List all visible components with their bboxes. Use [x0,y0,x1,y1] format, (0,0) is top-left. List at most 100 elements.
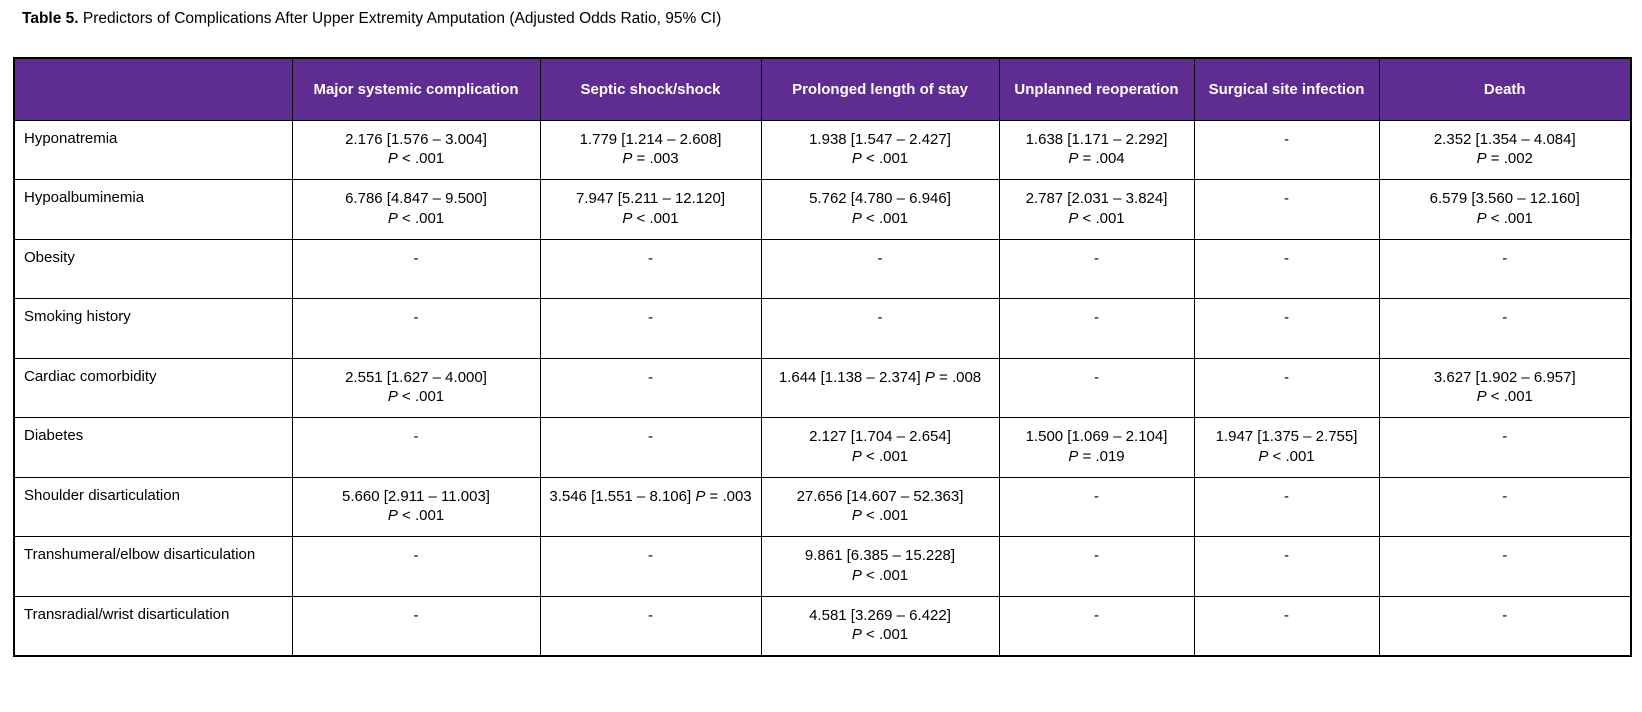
odds-ratio-value: - [1284,368,1289,386]
odds-ratio-cell: 2.352 [1.354 – 4.084] P = .002 [1378,119,1632,180]
odds-ratio-value: 1.500 [1.069 – 2.104] [1025,428,1168,445]
odds-ratio-value: - [1502,309,1508,326]
odds-ratio-value: - [1284,190,1289,207]
odds-ratio-value: 27.656 [14.607 – 52.363] [796,487,964,505]
p-value: P = .003 [695,487,752,505]
p-value: P < .001 [851,507,909,524]
odds-ratio-cell: 3.546 [1.551 – 8.106] P = .003 [539,476,762,537]
odds-ratio-cell: 2.176 [1.576 – 3.004] P < .001 [291,119,541,180]
p-value: P = .008 [924,368,982,386]
empty-cell: - [1378,417,1632,478]
table-caption: Table 5. Predictors of Complications Aft… [22,9,721,29]
odds-ratio-cell: 2.787 [2.031 – 3.824] P < .001 [998,179,1195,240]
odds-ratio-value: - [1284,547,1289,564]
odds-ratio-value: 1.779 [1.214 – 2.608] [579,130,722,148]
empty-cell: - [998,476,1195,537]
p-value: P < .001 [387,507,445,524]
odds-ratio-value: 4.581 [3.269 – 6.422] [809,606,951,624]
empty-cell: - [1193,179,1380,240]
column-header-surgical-site-infection: Surgical site infection [1193,57,1380,121]
p-value: P < .001 [387,388,445,405]
odds-ratio-value: - [1094,309,1099,326]
empty-cell: - [998,536,1195,597]
odds-ratio-value: - [413,249,419,267]
odds-ratio-value: - [1284,487,1289,505]
odds-ratio-value: 1.938 [1.547 – 2.427] [809,130,951,148]
odds-ratio-value: 1.638 [1.171 – 2.292] [1025,130,1168,148]
odds-ratio-value: - [413,309,419,326]
p-value: P < .001 [851,566,909,584]
odds-ratio-cell: 2.127 [1.704 – 2.654] P < .001 [760,417,1000,478]
column-header-septic-shock: Septic shock/shock [539,57,762,121]
empty-cell: - [539,536,762,597]
odds-ratio-cell: 2.551 [1.627 – 4.000] P < .001 [291,357,541,418]
p-value: P < .001 [851,626,909,643]
odds-ratio-cell: 27.656 [14.607 – 52.363] P < .001 [760,476,1000,537]
odds-ratio-value: - [1094,487,1099,505]
row-label: Obesity [13,238,293,299]
odds-ratio-value: - [1094,547,1099,564]
empty-cell: - [1193,595,1380,656]
odds-ratio-cell: 1.938 [1.547 – 2.427] P < .001 [760,119,1000,180]
odds-ratio-value: 7.947 [5.211 – 12.120] [575,190,726,207]
odds-ratio-value: - [1094,606,1099,624]
column-header-unplanned-reoperation: Unplanned reoperation [998,57,1195,121]
empty-cell: - [539,595,762,656]
empty-cell: - [291,536,541,597]
odds-ratio-cell: 6.786 [4.847 – 9.500] P < .001 [291,179,541,240]
odds-ratio-value: 5.762 [4.780 – 6.946] [809,190,951,207]
odds-ratio-value: - [1502,606,1508,624]
table-row: Cardiac comorbidity 2.551 [1.627 – 4.000]… [13,357,1632,418]
odds-ratio-value: - [648,368,653,386]
row-label: Transhumeral/elbow disarticulation [13,536,293,597]
empty-cell: - [998,595,1195,656]
odds-ratio-value: - [1094,249,1099,267]
odds-ratio-value: 9.861 [6.385 – 15.228] [804,547,956,564]
odds-ratio-cell: 1.500 [1.069 – 2.104] P = .019 [998,417,1195,478]
empty-cell: - [1193,298,1380,359]
empty-cell: - [1193,119,1380,180]
p-value: P = .003 [622,150,679,167]
empty-cell: - [1193,476,1380,537]
odds-ratio-value: - [1284,606,1289,624]
odds-ratio-value: - [1502,487,1508,505]
odds-ratio-cell: 1.644 [1.138 – 2.374] P = .008 [760,357,1000,418]
empty-cell: - [1378,536,1632,597]
empty-cell: - [1378,298,1632,359]
table-row: Obesity - - - - - - [13,238,1632,299]
empty-cell: - [998,298,1195,359]
predictors-table: Major systemic complication Septic shock… [13,57,1632,657]
p-value: P < .001 [1068,209,1125,227]
odds-ratio-cell: 1.947 [1.375 – 2.755] P < .001 [1193,417,1380,478]
empty-cell: - [539,298,762,359]
column-header-prolonged-length-of-stay: Prolonged length of stay [760,57,1000,121]
table-row: Hyponatremia 2.176 [1.576 – 3.004] P < .00… [13,119,1632,180]
row-label: Hypoalbuminemia [13,179,293,240]
empty-cell: - [539,357,762,418]
odds-ratio-cell: 4.581 [3.269 – 6.422] P < .001 [760,595,1000,656]
empty-cell: - [1378,238,1632,299]
odds-ratio-value: - [413,428,419,445]
odds-ratio-value: 3.546 [1.551 – 8.106] [549,487,692,505]
odds-ratio-value: - [1284,249,1289,267]
p-value: P < .001 [1476,209,1533,227]
p-value: P = .004 [1068,150,1125,167]
empty-cell: - [760,298,1000,359]
odds-ratio-value: - [1094,368,1099,386]
table-row: Diabetes - -2.127 [1.704 – 2.654] P < .001 1… [13,417,1632,478]
p-value: P < .001 [387,150,445,167]
row-label: Transradial/wrist disarticulation [13,595,293,656]
odds-ratio-value: - [648,547,653,564]
p-value: P < .001 [622,209,679,227]
empty-cell: - [1193,238,1380,299]
column-header-death: Death [1378,57,1632,121]
table-row: Transhumeral/elbow disarticulation - - 9.86… [13,536,1632,597]
odds-ratio-cell: 3.627 [1.902 – 6.957] P < .001 [1378,357,1632,418]
odds-ratio-value: 2.551 [1.627 – 4.000] [345,368,487,386]
odds-ratio-value: 6.786 [4.847 – 9.500] [345,190,487,207]
table-row: Hypoalbuminemia 6.786 [4.847 – 9.500] P < … [13,179,1632,240]
odds-ratio-value: - [1502,547,1508,564]
odds-ratio-value: - [877,249,883,267]
caption-label: Table 5. [22,10,79,27]
odds-ratio-value: - [1502,428,1508,445]
